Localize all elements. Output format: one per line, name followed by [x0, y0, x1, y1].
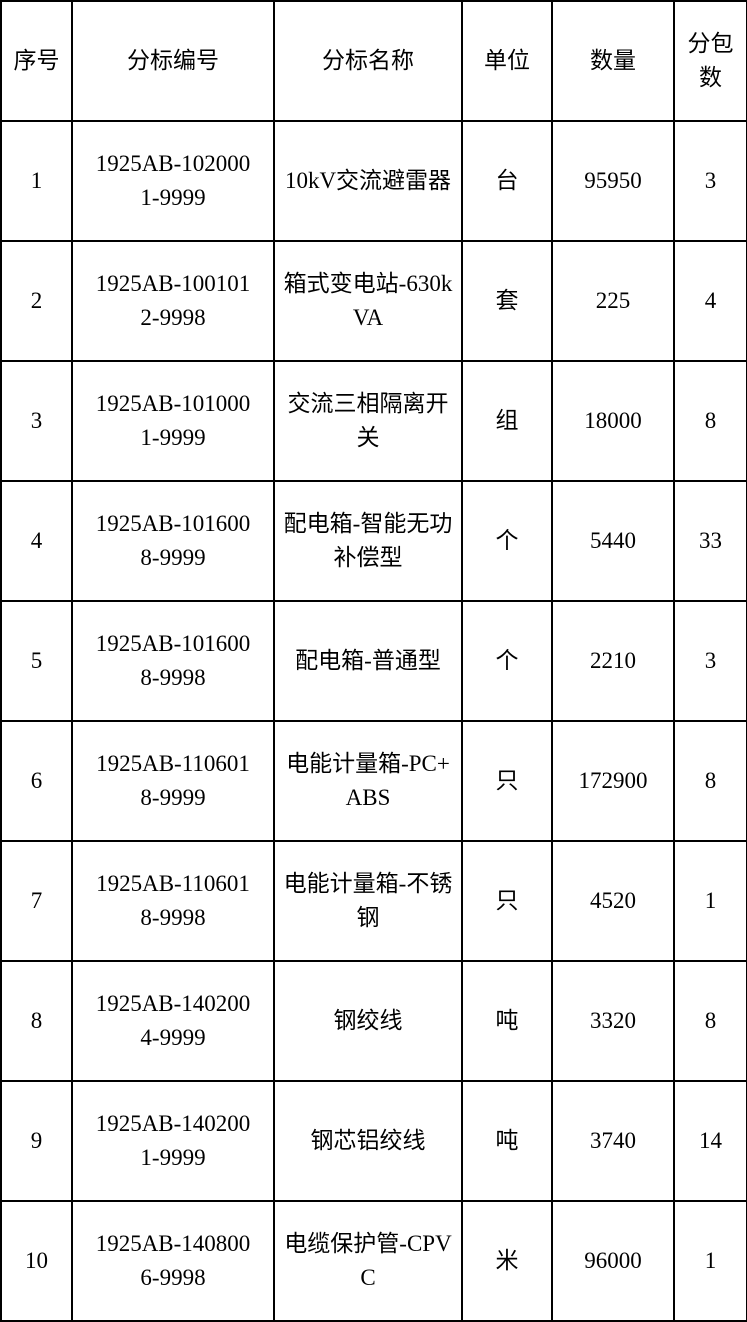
cell-code: 1925AB-1010001-9999: [71, 360, 275, 482]
cell-packages: 8: [673, 960, 747, 1082]
cell-no: 9: [0, 1080, 73, 1202]
cell-name: 交流三相隔离开关: [273, 360, 463, 482]
cell-name: 10kV交流避雷器: [273, 120, 463, 242]
table-row: 2 1925AB-1001012-9998 箱式变电站-630kVA 套 225 4: [0, 240, 747, 362]
cell-name: 钢绞线: [273, 960, 463, 1082]
header-row: 序号 分标编号 分标名称 单位 数量 分包数: [0, 0, 747, 122]
table-row: 1 1925AB-1020001-9999 10kV交流避雷器台 95950 3: [0, 120, 747, 242]
cell-no: 1: [0, 120, 73, 242]
table-row: 9 1925AB-1402001-9999 钢芯铝绞线吨 3740 14: [0, 1080, 747, 1202]
cell-unit: 吨: [461, 960, 553, 1082]
cell-code: 1925AB-1106018-9999: [71, 720, 275, 842]
cell-name: 箱式变电站-630kVA: [273, 240, 463, 362]
cell-qty: 18000: [551, 360, 675, 482]
cell-name: 电能计量箱-不锈钢: [273, 840, 463, 962]
cell-packages: 14: [673, 1080, 747, 1202]
cell-no: 5: [0, 600, 73, 722]
cell-qty: 5440: [551, 480, 675, 602]
cell-qty: 225: [551, 240, 675, 362]
cell-unit: 只: [461, 840, 553, 962]
cell-packages: 1: [673, 840, 747, 962]
cell-code: 1925AB-1020001-9999: [71, 120, 275, 242]
cell-no: 7: [0, 840, 73, 962]
cell-unit: 套: [461, 240, 553, 362]
cell-unit: 个: [461, 600, 553, 722]
cell-code: 1925AB-1408006-9998: [71, 1200, 275, 1322]
header-no: 序号: [0, 0, 73, 122]
cell-name: 电缆保护管-CPVC: [273, 1200, 463, 1322]
cell-name: 钢芯铝绞线: [273, 1080, 463, 1202]
cell-packages: 8: [673, 360, 747, 482]
cell-unit: 米: [461, 1200, 553, 1322]
cell-unit: 个: [461, 480, 553, 602]
cell-packages: 8: [673, 720, 747, 842]
table-row: 5 1925AB-1016008-9998 配电箱-普通型个 2210 3: [0, 600, 747, 722]
cell-unit: 吨: [461, 1080, 553, 1202]
cell-qty: 2210: [551, 600, 675, 722]
cell-packages: 1: [673, 1200, 747, 1322]
table-row: 8 1925AB-1402004-9999 钢绞线吨 3320 8: [0, 960, 747, 1082]
cell-unit: 组: [461, 360, 553, 482]
cell-packages: 4: [673, 240, 747, 362]
cell-no: 8: [0, 960, 73, 1082]
cell-packages: 3: [673, 120, 747, 242]
table-row: 7 1925AB-1106018-9998 电能计量箱-不锈钢只 4520 1: [0, 840, 747, 962]
cell-no: 6: [0, 720, 73, 842]
cell-code: 1925AB-1016008-9999: [71, 480, 275, 602]
header-code: 分标编号: [71, 0, 275, 122]
cell-code: 1925AB-1402004-9999: [71, 960, 275, 1082]
cell-code: 1925AB-1001012-9998: [71, 240, 275, 362]
cell-unit: 台: [461, 120, 553, 242]
cell-qty: 96000: [551, 1200, 675, 1322]
header-qty: 数量: [551, 0, 675, 122]
cell-qty: 172900: [551, 720, 675, 842]
cell-qty: 3320: [551, 960, 675, 1082]
cell-no: 3: [0, 360, 73, 482]
header-name: 分标名称: [273, 0, 463, 122]
table-row: 6 1925AB-1106018-9999 电能计量箱-PC+ABS 只 172900 8: [0, 720, 747, 842]
cell-packages: 33: [673, 480, 747, 602]
cell-qty: 3740: [551, 1080, 675, 1202]
cell-name: 配电箱-智能无功补偿型: [273, 480, 463, 602]
cell-name: 配电箱-普通型: [273, 600, 463, 722]
table-row: 4 1925AB-1016008-9999 配电箱-智能无功补偿型个 5440 33: [0, 480, 747, 602]
cell-qty: 4520: [551, 840, 675, 962]
cell-code: 1925AB-1402001-9999: [71, 1080, 275, 1202]
cell-no: 4: [0, 480, 73, 602]
cell-qty: 95950: [551, 120, 675, 242]
table-row: 3 1925AB-1010001-9999 交流三相隔离开关组 18000 8: [0, 360, 747, 482]
cell-packages: 3: [673, 600, 747, 722]
cell-code: 1925AB-1016008-9998: [71, 600, 275, 722]
header-unit: 单位: [461, 0, 553, 122]
cell-no: 10: [0, 1200, 73, 1322]
table-row: 10 1925AB-1408006-9998 电缆保护管-CPVC 米 96000 1: [0, 1200, 747, 1322]
cell-code: 1925AB-1106018-9998: [71, 840, 275, 962]
cell-name: 电能计量箱-PC+ABS: [273, 720, 463, 842]
cell-unit: 只: [461, 720, 553, 842]
header-packages: 分包数: [673, 0, 747, 122]
cell-no: 2: [0, 240, 73, 362]
